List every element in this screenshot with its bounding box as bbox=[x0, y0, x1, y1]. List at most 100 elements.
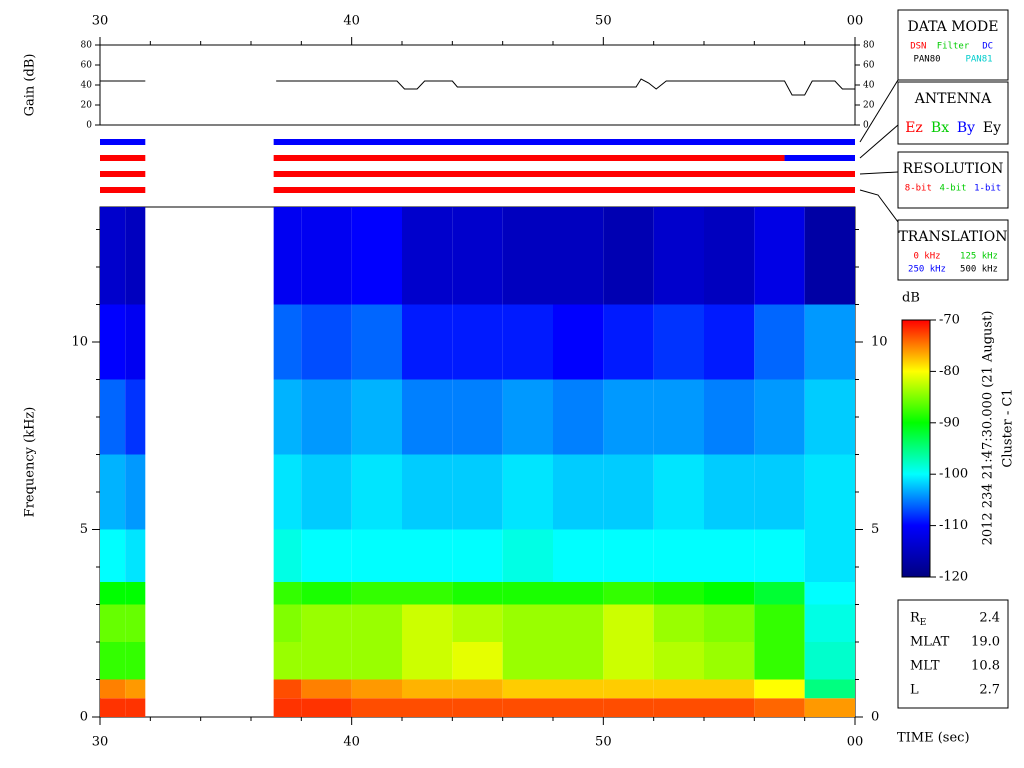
y-tick-label: 80 bbox=[863, 41, 875, 51]
spectrogram-cell bbox=[125, 379, 146, 455]
spectrogram-cell bbox=[273, 604, 302, 642]
mode-bar bbox=[100, 187, 146, 193]
mode-bar bbox=[273, 187, 855, 193]
spectrogram-cell bbox=[100, 304, 126, 380]
spectrogram-cell bbox=[402, 604, 453, 642]
spectrogram-cell bbox=[553, 454, 604, 530]
spectrogram-cell bbox=[603, 207, 654, 305]
spectrogram-cell bbox=[653, 379, 704, 455]
y-tick-label: 0 bbox=[80, 710, 88, 725]
spectrogram-cell bbox=[273, 698, 302, 717]
spectrogram-cell bbox=[502, 529, 553, 582]
spectrogram-cell bbox=[125, 304, 146, 380]
spectrogram-cell bbox=[653, 207, 704, 305]
spectrogram-cell bbox=[301, 304, 352, 380]
y-tick-label: 5 bbox=[80, 522, 88, 537]
spectrogram-cell bbox=[754, 379, 805, 455]
legend-item: 0 kHz bbox=[913, 252, 940, 262]
spectrogram-cell bbox=[273, 529, 302, 582]
legend-title: TRANSLATION bbox=[898, 229, 1007, 245]
colorbar-tick-label: -120 bbox=[939, 570, 968, 585]
info-box bbox=[897, 599, 1009, 709]
y-tick-label: 0 bbox=[863, 121, 869, 131]
legend-box bbox=[897, 219, 1009, 281]
x-tick-label: 40 bbox=[343, 14, 360, 29]
mode-bar bbox=[784, 155, 855, 161]
spectrogram-cell bbox=[502, 454, 553, 530]
time-label: TIME (sec) bbox=[897, 731, 970, 746]
spectrogram-cell bbox=[603, 679, 654, 699]
spectrogram-cell bbox=[754, 642, 805, 680]
connectors bbox=[859, 79, 899, 223]
spectrogram-cell bbox=[402, 582, 453, 605]
legend-item: PAN81 bbox=[965, 55, 992, 65]
spectrogram-cell bbox=[804, 642, 855, 680]
legend-item: Bx bbox=[931, 120, 949, 136]
x-tick-label: 50 bbox=[595, 735, 612, 750]
spectrogram-cell bbox=[704, 529, 755, 582]
legend-box bbox=[897, 81, 1009, 145]
spectrogram-cell bbox=[704, 304, 755, 380]
spectrogram-cell bbox=[100, 207, 126, 305]
spectrogram-cell bbox=[804, 582, 855, 605]
colorbar-tick-label: -90 bbox=[939, 415, 960, 430]
spectrogram-cell bbox=[553, 379, 604, 455]
spectrogram-cell bbox=[553, 604, 604, 642]
spectrogram-cell bbox=[351, 207, 402, 305]
spectrogram-cell bbox=[452, 679, 503, 699]
spectrogram-cell bbox=[603, 698, 654, 717]
spectrogram-cell bbox=[502, 304, 553, 380]
legend-item: 500 kHz bbox=[960, 265, 998, 275]
legend-item: Ey bbox=[983, 120, 1001, 136]
legend-item: DSN bbox=[910, 42, 926, 52]
spectrogram-cell bbox=[754, 304, 805, 380]
y-tick-label: 0 bbox=[86, 121, 92, 131]
spectrogram-cell bbox=[402, 642, 453, 680]
spectrogram-cell bbox=[301, 604, 352, 642]
spectrogram-cell bbox=[704, 379, 755, 455]
spectrogram-cell bbox=[754, 454, 805, 530]
spectrogram-cell bbox=[653, 679, 704, 699]
spectrogram-cell bbox=[301, 642, 352, 680]
spectrogram-cell bbox=[125, 679, 146, 699]
legend-item: DC bbox=[982, 42, 993, 52]
spectrogram-cell bbox=[273, 679, 302, 699]
spectrogram-cell bbox=[125, 529, 146, 582]
legend-box bbox=[897, 9, 1009, 81]
spectrogram-cell bbox=[301, 207, 352, 305]
spectrogram-cell bbox=[653, 582, 704, 605]
spectrogram-cell bbox=[804, 304, 855, 380]
mode-bar bbox=[100, 139, 146, 145]
spectrogram-cell bbox=[603, 454, 654, 530]
spectrogram-cell bbox=[452, 379, 503, 455]
spectrogram-cell bbox=[754, 604, 805, 642]
spectrogram-cell bbox=[653, 304, 704, 380]
connector bbox=[859, 79, 899, 143]
spectrogram-cell bbox=[351, 698, 402, 717]
spectrogram-cell bbox=[452, 207, 503, 305]
spectrogram-cell bbox=[452, 604, 503, 642]
mode-bar bbox=[273, 139, 855, 145]
spectrogram-cell bbox=[553, 582, 604, 605]
spectrogram-cell bbox=[100, 454, 126, 530]
x-tick-label: 30 bbox=[92, 14, 109, 29]
spectrogram-cell bbox=[804, 207, 855, 305]
spectrogram-cell bbox=[502, 642, 553, 680]
spectrogram-cell bbox=[704, 582, 755, 605]
info-label: RE bbox=[910, 611, 926, 628]
spectrogram-cell bbox=[553, 304, 604, 380]
spectrogram-cell bbox=[502, 604, 553, 642]
spectrogram-cell bbox=[653, 529, 704, 582]
spectrogram-cell bbox=[452, 698, 503, 717]
spacecraft-text: Cluster - C1 bbox=[1001, 388, 1016, 467]
spectrogram-cell bbox=[301, 698, 352, 717]
spectrogram-cell bbox=[553, 698, 604, 717]
legend-title: ANTENNA bbox=[914, 91, 992, 107]
spectrogram-cell bbox=[402, 679, 453, 699]
spectrogram-cell bbox=[553, 642, 604, 680]
spectrogram-cell bbox=[273, 582, 302, 605]
spectrogram-cell bbox=[351, 529, 402, 582]
spectrogram-cell bbox=[125, 642, 146, 680]
spectrogram-cell bbox=[754, 582, 805, 605]
spectrogram-cell bbox=[351, 642, 402, 680]
